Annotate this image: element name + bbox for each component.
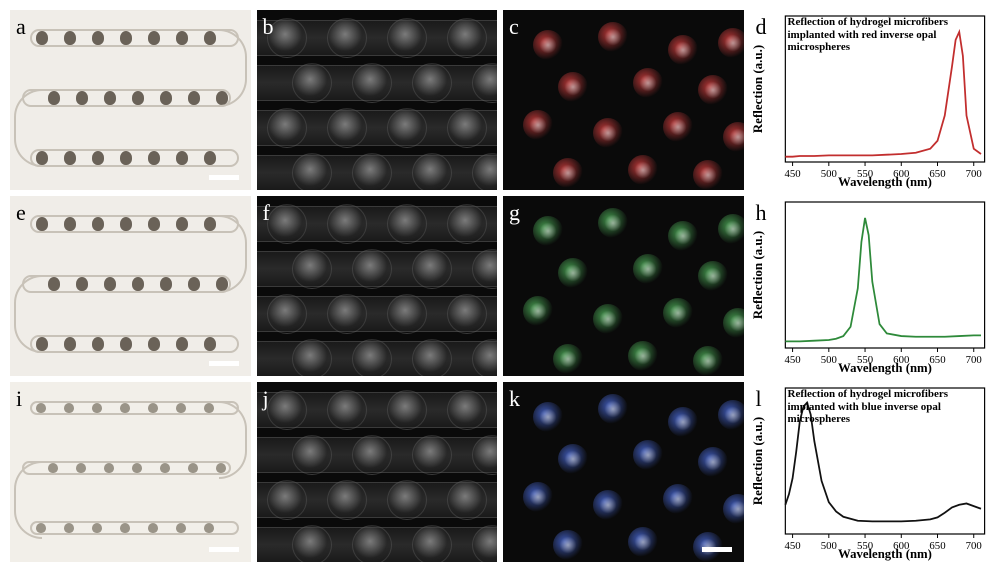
darkfield-image-f [257, 196, 498, 376]
panel-label-l: l [756, 386, 762, 412]
panel-label-b: b [263, 14, 274, 40]
svg-text:450: 450 [784, 540, 801, 552]
panel-g: g [503, 196, 744, 376]
svg-text:Wavelength (nm): Wavelength (nm) [838, 547, 932, 561]
svg-text:Reflection (a.u.): Reflection (a.u.) [750, 231, 764, 319]
darkfield-image-b [257, 10, 498, 190]
darkfield-image-j [257, 382, 498, 562]
svg-text:650: 650 [929, 540, 946, 552]
svg-text:450: 450 [784, 168, 801, 180]
panel-label-a: a [16, 14, 26, 40]
spectrum-chart-l: Reflection of hydrogel microfibers impla… [750, 382, 991, 562]
svg-text:Reflection (a.u.): Reflection (a.u.) [750, 45, 764, 133]
svg-text:500: 500 [820, 540, 837, 552]
spectrum-chart-d: Reflection of hydrogel microfibers impla… [750, 10, 991, 190]
spectrum-chart-h: 450500550600650700Wavelength (nm)Reflect… [750, 196, 991, 376]
svg-text:500: 500 [820, 354, 837, 366]
panel-f: f [257, 196, 498, 376]
panel-b: b [257, 10, 498, 190]
brightfield-image-e [10, 196, 251, 376]
panel-label-j: j [263, 386, 269, 412]
panel-e: e [10, 196, 251, 376]
panel-l: l Reflection of hydrogel microfibers imp… [750, 382, 991, 562]
panel-j: j [257, 382, 498, 562]
panel-label-f: f [263, 200, 270, 226]
scalebar-i [209, 547, 239, 552]
panel-label-i: i [16, 386, 22, 412]
brightfield-image-i [10, 382, 251, 562]
panel-i: i [10, 382, 251, 562]
darkfield-image-k [503, 382, 744, 562]
panel-k: k [503, 382, 744, 562]
figure-grid: a b c d Reflection of hydrogel microfibe… [10, 10, 990, 562]
panel-label-k: k [509, 386, 520, 412]
svg-text:700: 700 [965, 540, 982, 552]
scalebar-e [209, 361, 239, 366]
chart-caption-l: Reflection of hydrogel microfibers impla… [788, 388, 968, 426]
svg-text:Wavelength (nm): Wavelength (nm) [838, 175, 932, 189]
scalebar-k [702, 547, 732, 552]
svg-text:700: 700 [965, 354, 982, 366]
svg-text:500: 500 [820, 168, 837, 180]
panel-label-e: e [16, 200, 26, 226]
svg-text:650: 650 [929, 168, 946, 180]
panel-label-g: g [509, 200, 520, 226]
brightfield-image-a [10, 10, 251, 190]
panel-a: a [10, 10, 251, 190]
panel-h: h 450500550600650700Wavelength (nm)Refle… [750, 196, 991, 376]
panel-label-c: c [509, 14, 519, 40]
panel-c: c [503, 10, 744, 190]
chart-caption-d: Reflection of hydrogel microfibers impla… [788, 16, 968, 54]
svg-text:700: 700 [965, 168, 982, 180]
panel-d: d Reflection of hydrogel microfibers imp… [750, 10, 991, 190]
darkfield-image-g [503, 196, 744, 376]
darkfield-image-c [503, 10, 744, 190]
svg-text:450: 450 [784, 354, 801, 366]
svg-text:Reflection (a.u.): Reflection (a.u.) [750, 417, 764, 505]
svg-text:Wavelength (nm): Wavelength (nm) [838, 361, 932, 375]
panel-label-d: d [756, 14, 767, 40]
svg-text:650: 650 [929, 354, 946, 366]
panel-label-h: h [756, 200, 767, 226]
scalebar-a [209, 175, 239, 180]
